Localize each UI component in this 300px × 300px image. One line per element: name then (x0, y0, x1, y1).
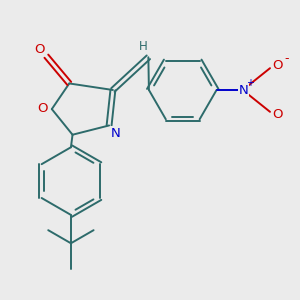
Text: -: - (284, 52, 289, 65)
Text: O: O (272, 108, 282, 121)
Text: O: O (34, 43, 44, 56)
Text: N: N (238, 83, 248, 97)
Text: O: O (37, 101, 47, 115)
Text: H: H (139, 40, 147, 53)
Text: +: + (246, 79, 254, 88)
Text: O: O (272, 59, 282, 72)
Text: N: N (111, 127, 121, 140)
